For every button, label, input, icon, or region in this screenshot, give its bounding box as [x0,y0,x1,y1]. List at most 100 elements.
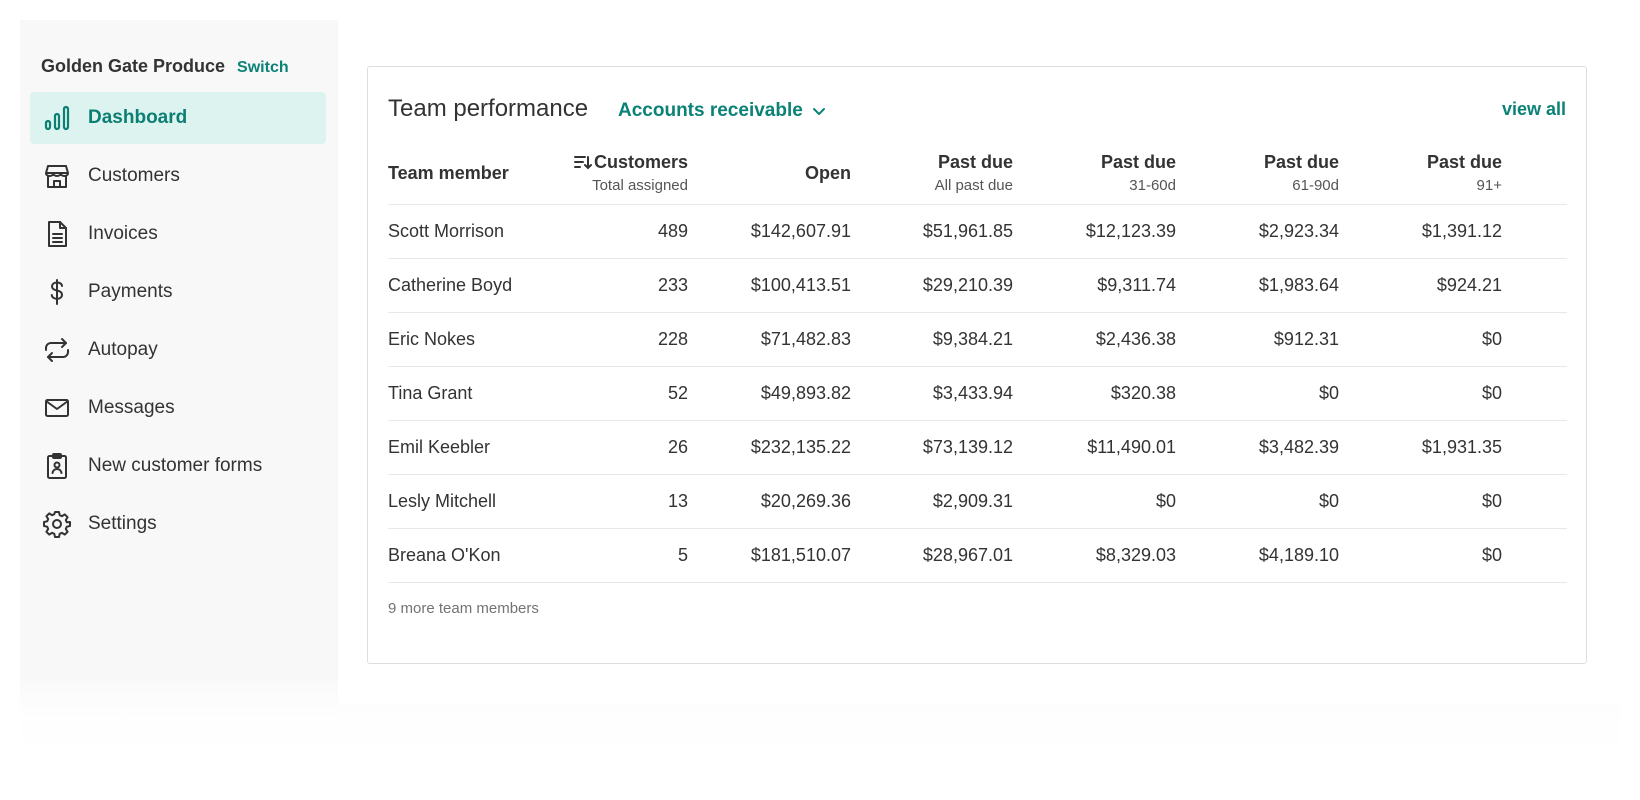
sort-descending-icon [573,156,592,170]
cell-past-due-31-60: $0 [1013,474,1176,529]
cell-past-due-31-60: $9,311.74 [1013,258,1176,313]
column-header-past-due-31-60[interactable]: Past due 31-60d [1013,142,1176,205]
storefront-icon [42,161,72,191]
sidebar-item-settings[interactable]: Settings [30,498,326,550]
table-header-row: Team member Customers Total assigned Ope… [388,142,1567,205]
cell-past-due-all: $51,961.85 [851,204,1013,259]
clipboard-icon [42,451,72,481]
report-type-label: Accounts receivable [618,100,803,121]
table-row[interactable]: Tina Grant 52 $49,893.82 $3,433.94 $320.38 $0… [388,366,1567,421]
cell-team-member: Lesly Mitchell [388,474,537,529]
cell-open: $71,482.83 [688,312,851,367]
column-header-label: Open [804,162,851,183]
cell-open: $20,269.36 [688,474,851,529]
table-row[interactable]: Emil Keebler 26 $232,135.22 $73,139.12 $11,4… [388,420,1567,475]
sidebar-item-label: Autopay [88,339,158,360]
cell-past-due-all: $73,139.12 [851,420,1013,475]
column-header-label: Team member [388,162,509,183]
cell-team-member: Scott Morrison [388,204,537,259]
cell-customers: 26 [537,420,688,475]
cell-past-due-31-60: $11,490.01 [1013,420,1176,475]
column-header-past-due-61-90[interactable]: Past due 61-90d [1176,142,1339,205]
document-icon [42,219,72,249]
cell-past-due-91: $0 [1339,312,1502,367]
chevron-down-icon [812,108,825,115]
cell-past-due-91: $0 [1339,366,1502,421]
sidebar-item-autopay[interactable]: Autopay [30,324,326,376]
column-header-label: Past due [1263,152,1339,172]
column-header-past-due-91[interactable]: Past due 91+ [1339,142,1502,205]
cell-customers: 13 [537,474,688,529]
cell-past-due-61-90: $0 [1176,474,1339,529]
cell-open: $49,893.82 [688,366,851,421]
column-header-sublabel: All past due [934,177,1013,194]
cell-past-due-61-90: $912.31 [1176,312,1339,367]
report-type-dropdown[interactable]: Accounts receivable [618,100,827,122]
cell-past-due-61-90: $0 [1176,366,1339,421]
cell-team-member: Breana O'Kon [388,528,537,583]
cell-customers: 489 [537,204,688,259]
cell-open: $142,607.91 [688,204,851,259]
column-header-spacer [1502,142,1567,205]
column-header-label: Customers [537,152,688,173]
cell-open: $100,413.51 [688,258,851,313]
column-header-label: Past due [937,152,1013,172]
cell-past-due-91: $0 [1339,528,1502,583]
customers-header-text: Customers [593,152,688,172]
cell-open: $181,510.07 [688,528,851,583]
switch-org-link[interactable]: Switch [237,59,289,76]
cell-open: $232,135.22 [688,420,851,475]
cell-past-due-31-60: $320.38 [1013,366,1176,421]
team-performance-card: Team performance Accounts receivable vie… [367,66,1587,664]
column-header-label: Past due [1100,152,1176,172]
repeat-icon [42,335,72,365]
column-header-team-member[interactable]: Team member [388,142,537,205]
sidebar-item-payments[interactable]: Payments [30,266,326,318]
sidebar-nav: Dashboard Customers Invoice [30,92,326,556]
table-row[interactable]: Eric Nokes 228 $71,482.83 $9,384.21 $2,436.3… [388,312,1567,367]
cell-team-member: Tina Grant [388,366,537,421]
table-row[interactable]: Scott Morrison 489 $142,607.91 $51,961.85 $1… [388,204,1567,259]
sidebar-item-dashboard[interactable]: Dashboard [30,92,326,144]
cell-past-due-31-60: $8,329.03 [1013,528,1176,583]
table-body: Scott Morrison 489 $142,607.91 $51,961.85 $1… [388,204,1567,583]
cell-spacer [1502,420,1567,475]
cell-past-due-61-90: $4,189.10 [1176,528,1339,583]
table-row[interactable]: Catherine Boyd 233 $100,413.51 $29,210.39 $9… [388,258,1567,313]
cell-past-due-31-60: $2,436.38 [1013,312,1176,367]
org-header: Golden Gate Produce Switch [41,56,289,77]
sidebar-item-customers[interactable]: Customers [30,150,326,202]
cell-past-due-all: $29,210.39 [851,258,1013,313]
org-name: Golden Gate Produce [41,56,226,76]
sidebar-item-label: Messages [88,397,175,418]
column-header-sublabel: 91+ [1476,177,1502,194]
gear-icon [42,509,72,539]
column-header-past-due-all[interactable]: Past due All past due [851,142,1013,205]
sidebar-item-invoices[interactable]: Invoices [30,208,326,260]
table-row[interactable]: Breana O'Kon 5 $181,510.07 $28,967.01 $8,329… [388,528,1567,583]
sidebar-item-new-customer-forms[interactable]: New customer forms [30,440,326,492]
sidebar-item-label: Dashboard [88,107,188,128]
cell-spacer [1502,312,1567,367]
cell-team-member: Catherine Boyd [388,258,537,313]
column-header-sublabel: Total assigned [592,177,688,194]
cell-team-member: Eric Nokes [388,312,537,367]
cell-spacer [1502,528,1567,583]
sidebar-item-label: Invoices [88,223,158,244]
cell-past-due-91: $924.21 [1339,258,1502,313]
cell-customers: 233 [537,258,688,313]
mail-icon [42,393,72,423]
sidebar-item-label: Payments [88,281,173,302]
cell-past-due-all: $3,433.94 [851,366,1013,421]
sidebar-item-messages[interactable]: Messages [30,382,326,434]
cell-past-due-91: $1,931.35 [1339,420,1502,475]
cell-spacer [1502,474,1567,529]
view-all-link[interactable]: view all [1501,99,1566,119]
table-row[interactable]: Lesly Mitchell 13 $20,269.36 $2,909.31 $0 $0 $… [388,474,1567,529]
bar-chart-icon [42,103,72,133]
column-header-open[interactable]: Open [688,142,851,205]
sidebar-item-label: Settings [88,513,157,534]
column-header-customers[interactable]: Customers Total assigned [537,142,688,205]
team-performance-table: Team member Customers Total assigned Ope… [388,142,1567,583]
sidebar: Golden Gate Produce Switch Dashboard [20,20,338,720]
